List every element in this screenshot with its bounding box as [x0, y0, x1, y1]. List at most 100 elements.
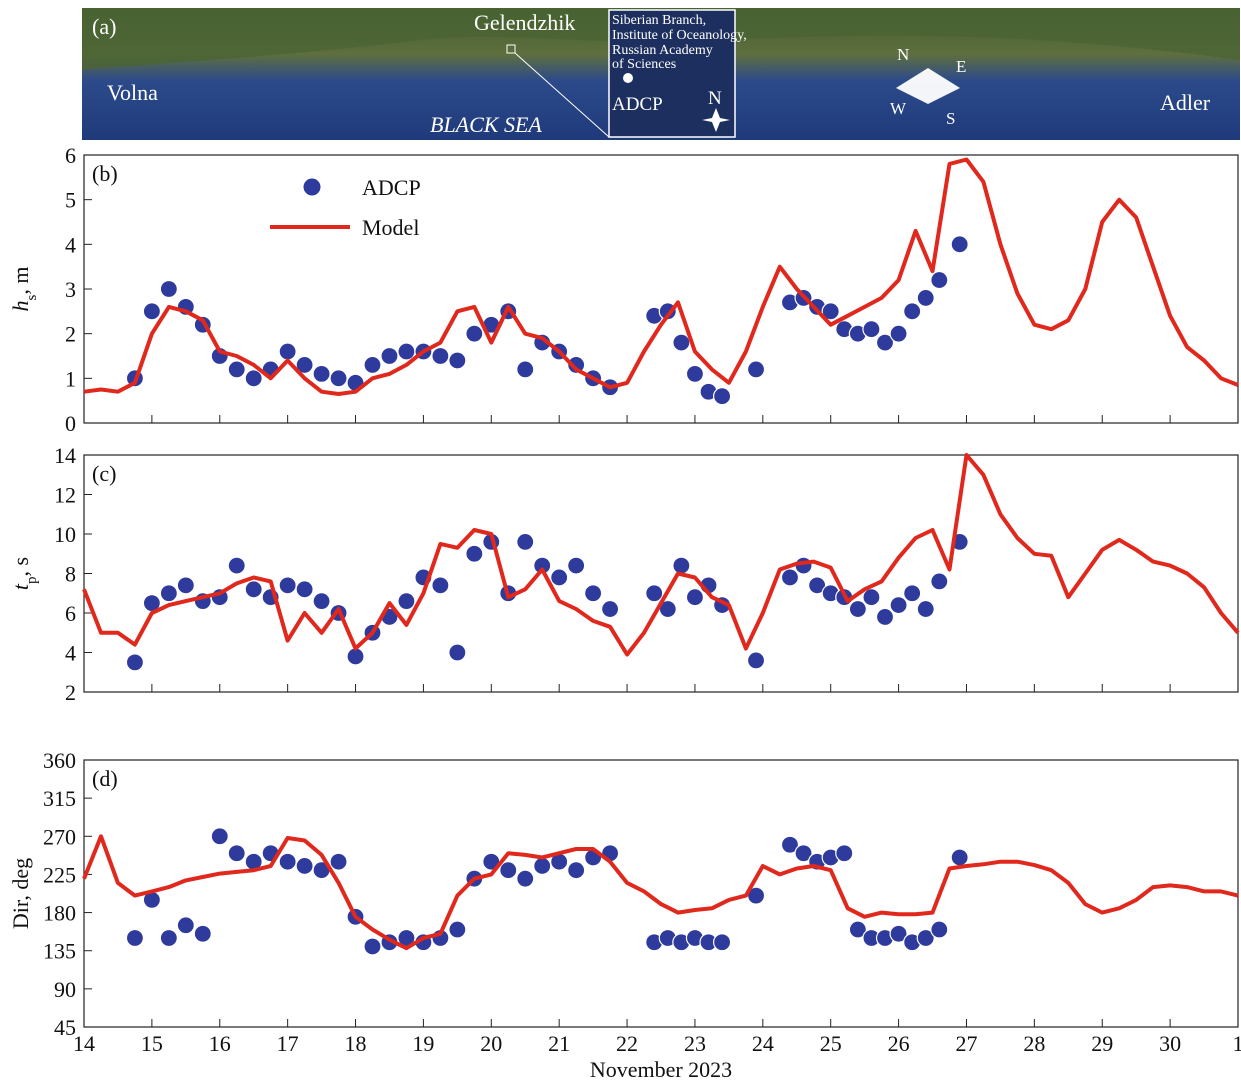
- x-tick-label: 16: [209, 1031, 231, 1056]
- adcp-point: [449, 352, 466, 369]
- y-tick-label: 6: [65, 601, 76, 626]
- adcp-point: [849, 601, 866, 618]
- x-tick-label: 26: [888, 1031, 910, 1056]
- plot-frame: [84, 760, 1238, 1027]
- y-tick-label: 225: [43, 862, 76, 887]
- adcp-point: [432, 577, 449, 594]
- y-tick-label: 4: [65, 232, 76, 257]
- x-tick-label: 24: [752, 1031, 774, 1056]
- adcp-point: [500, 862, 517, 879]
- y-label-part: , s: [8, 557, 33, 577]
- x-tick-label: 21: [548, 1031, 570, 1056]
- adcp-point: [686, 365, 703, 382]
- y-tick-label: 90: [54, 977, 76, 1002]
- compass-label: E: [956, 57, 966, 76]
- figure: 0123456(b)hs, mADCPModel2468101214(c)tp,…: [0, 0, 1241, 1087]
- adcp-point: [714, 388, 731, 405]
- adcp-point: [347, 648, 364, 665]
- adcp-point: [517, 533, 534, 550]
- y-label-part: h: [8, 300, 33, 311]
- adcp-point: [279, 343, 296, 360]
- adcp-point: [951, 849, 968, 866]
- adcp-point: [904, 303, 921, 320]
- adcp-point: [364, 938, 381, 955]
- model-line: [84, 160, 1238, 395]
- adcp-point: [279, 577, 296, 594]
- adcp-point: [228, 557, 245, 574]
- adcp-point: [931, 272, 948, 289]
- inset-text: Siberian Branch,: [612, 13, 706, 28]
- adcp-point: [551, 569, 568, 586]
- x-tick-label: 23: [684, 1031, 706, 1056]
- inset-north-label: N: [708, 88, 722, 109]
- adcp-point: [126, 654, 143, 671]
- y-tick-label: 180: [43, 901, 76, 926]
- y-tick-label: 5: [65, 188, 76, 213]
- y-axis-label: Dir, deg: [8, 858, 33, 929]
- adcp-point: [585, 585, 602, 602]
- place-label: Gelendzhik: [474, 10, 575, 35]
- inset-text: Institute of Oceanology,: [612, 28, 747, 43]
- adcp-point: [917, 601, 934, 618]
- adcp-point: [673, 334, 690, 351]
- x-tick-label: 25: [820, 1031, 842, 1056]
- adcp-point: [568, 862, 585, 879]
- y-tick-label: 315: [43, 786, 76, 811]
- adcp-point: [381, 348, 398, 365]
- x-tick-label: 22: [616, 1031, 638, 1056]
- y-tick-label: 2: [65, 680, 76, 705]
- adcp-point: [126, 930, 143, 947]
- adcp-point: [160, 585, 177, 602]
- x-tick-label: 28: [1023, 1031, 1045, 1056]
- adcp-point: [330, 853, 347, 870]
- x-tick-label: 19: [412, 1031, 434, 1056]
- adcp-point: [398, 593, 415, 610]
- x-axis-label: November 2023: [590, 1057, 732, 1082]
- adcp-point: [748, 361, 765, 378]
- x-tick-label: 14: [73, 1031, 95, 1056]
- adcp-point: [890, 325, 907, 342]
- y-label-part: , m: [8, 267, 33, 295]
- adcp-point: [313, 593, 330, 610]
- x-tick-label: 17: [277, 1031, 299, 1056]
- x-tick-label: 29: [1091, 1031, 1113, 1056]
- adcp-point: [143, 303, 160, 320]
- adcp-point: [781, 569, 798, 586]
- adcp-point: [398, 343, 415, 360]
- adcp-point: [228, 361, 245, 378]
- adcp-point: [931, 921, 948, 938]
- y-tick-label: 6: [65, 143, 76, 168]
- y-label-part: p: [24, 576, 40, 584]
- adcp-point: [296, 581, 313, 598]
- x-tick-label: 30: [1159, 1031, 1181, 1056]
- adcp-point: [568, 557, 585, 574]
- adcp-point: [917, 289, 934, 306]
- x-tick-label: 18: [345, 1031, 367, 1056]
- y-tick-label: 14: [54, 443, 76, 468]
- adcp-point: [795, 557, 812, 574]
- compass-label: S: [946, 109, 955, 128]
- adcp-point: [836, 845, 853, 862]
- y-tick-label: 135: [43, 939, 76, 964]
- x-tick-label: 15: [141, 1031, 163, 1056]
- panel-label: (b): [92, 161, 118, 186]
- adcp-point: [534, 857, 551, 874]
- y-tick-label: 1: [65, 366, 76, 391]
- adcp-point: [211, 828, 228, 845]
- plot-frame: [84, 455, 1238, 692]
- adcp-point: [931, 573, 948, 590]
- y-tick-label: 360: [43, 748, 76, 773]
- x-tick-label: 27: [955, 1031, 977, 1056]
- y-tick-label: 2: [65, 322, 76, 347]
- model-line: [84, 455, 1238, 655]
- plots: 0123456(b)hs, mADCPModel2468101214(c)tp,…: [8, 143, 1241, 1082]
- y-tick-label: 0: [65, 411, 76, 436]
- adcp-point: [313, 365, 330, 382]
- y-axis-label: hs, m: [8, 267, 40, 312]
- adcp-point: [714, 934, 731, 951]
- y-tick-label: 12: [54, 483, 76, 508]
- place-label: BLACK SEA: [430, 112, 542, 137]
- adcp-point: [863, 589, 880, 606]
- x-tick-label: 20: [480, 1031, 502, 1056]
- y-tick-label: 8: [65, 562, 76, 587]
